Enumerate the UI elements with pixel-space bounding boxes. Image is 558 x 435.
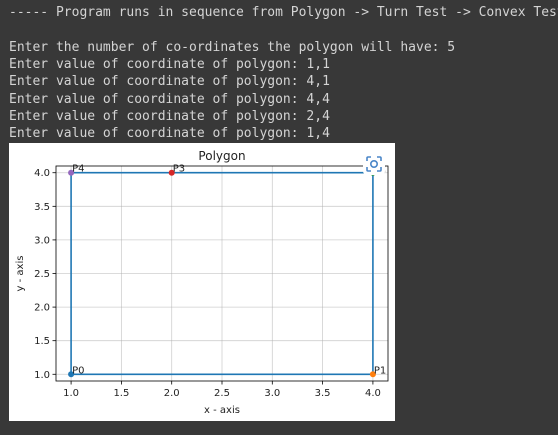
- console-line: Enter the number of co-ordinates the pol…: [9, 39, 456, 55]
- x-tick-label: 3.5: [315, 388, 331, 399]
- y-tick-label: 4.0: [34, 168, 50, 179]
- google-lens-button[interactable]: [363, 153, 385, 175]
- y-axis-label: y - axis: [15, 256, 26, 292]
- google-lens-icon: [366, 156, 382, 172]
- y-tick-label: 3.0: [34, 235, 50, 246]
- vertex-point: [68, 371, 75, 378]
- console-line: Enter value of coordinate of polygon: 4,…: [9, 91, 330, 107]
- polygon-chart: 1.0 1.5 2.0 2.5 3.0 3.5 4.0 1.0 1.5 2.0 2.5 3.0 3.5 4…: [15, 149, 389, 416]
- vertex-point: [168, 169, 175, 176]
- polygon-figure: 1.0 1.5 2.0 2.5 3.0 3.5 4.0 1.0 1.5 2.0 2.5 3.0 3.5 4…: [9, 143, 395, 421]
- x-tick-label: 4.0: [365, 388, 381, 399]
- y-tick-label: 2.0: [34, 303, 50, 314]
- vertex-label: P0: [72, 365, 84, 376]
- x-tick-label: 1.5: [113, 388, 129, 399]
- y-tick-label: 3.5: [34, 202, 50, 213]
- vertex-label: P3: [173, 164, 185, 175]
- console-line: Enter value of coordinate of polygon: 2,…: [9, 108, 330, 124]
- chart-title: Polygon: [198, 149, 245, 163]
- x-tick-label: 2.0: [164, 388, 180, 399]
- y-tick-label: 1.0: [34, 370, 50, 381]
- x-axis-label: x - axis: [204, 405, 240, 416]
- x-tick-label: 3.0: [264, 388, 280, 399]
- vertex-label: P4: [72, 164, 84, 175]
- vertex-point: [369, 371, 376, 378]
- x-tick-label: 2.5: [214, 388, 230, 399]
- y-tick-label: 2.5: [34, 269, 50, 280]
- console-line: Enter value of coordinate of polygon: 4,…: [9, 74, 330, 90]
- vertex-label: P1: [374, 365, 386, 376]
- console-line: Enter value of coordinate of polygon: 1,…: [9, 126, 330, 142]
- y-tick-label: 1.5: [34, 336, 50, 347]
- vertex-point: [68, 169, 75, 176]
- console-header-line: ----- Program runs in sequence from Poly…: [9, 5, 558, 20]
- polygon-outline: [70, 171, 374, 376]
- x-tick-label: 1.0: [63, 388, 79, 399]
- console-line: Enter value of coordinate of polygon: 1,…: [9, 56, 330, 72]
